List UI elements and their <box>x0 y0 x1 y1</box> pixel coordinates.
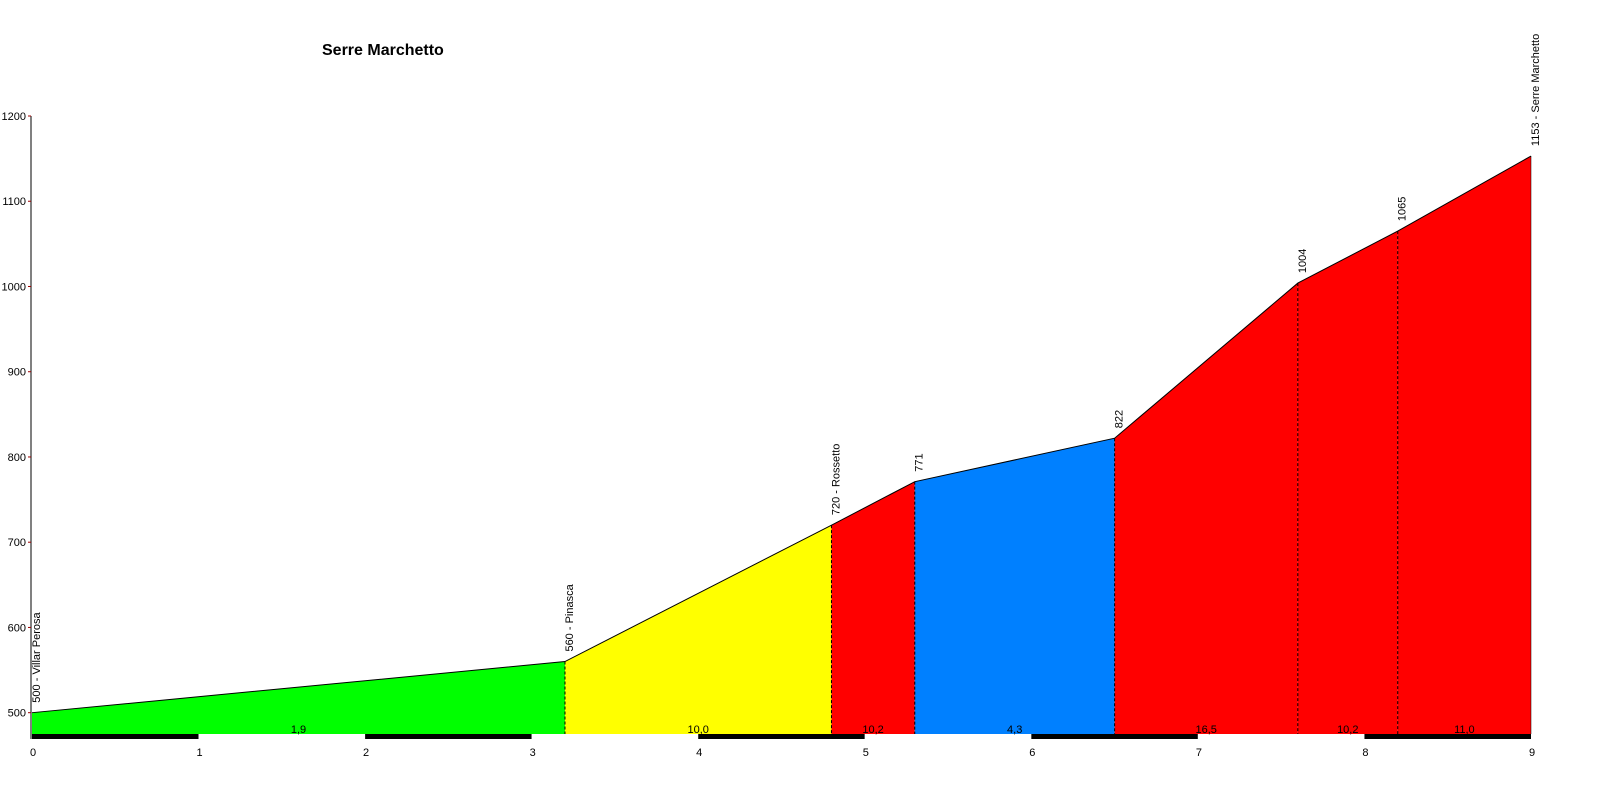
x-tick-label-4: 4 <box>696 747 702 759</box>
profile-segment-4 <box>914 438 1115 734</box>
point-label-1: 500 - Villar Perosa <box>31 612 43 703</box>
x-tick-label-8: 8 <box>1362 747 1368 759</box>
km-bar-segment-1 <box>198 734 366 739</box>
profile-line <box>31 155 1532 714</box>
km-bar-segment-0 <box>32 734 199 739</box>
x-tick-label-6: 6 <box>1029 747 1035 759</box>
gradient-labels: 1,9 10,0 10,2 4,3 16,5 10,2 11,0 <box>291 724 1475 736</box>
gradient-label-7: 11,0 <box>1454 724 1475 736</box>
point-label-8: 1153 - Serre Marchetto <box>1530 34 1542 146</box>
x-tick-label-9: 9 <box>1529 747 1535 759</box>
segment-dividers <box>564 231 1399 734</box>
x-tick-label-2: 2 <box>363 747 369 759</box>
x-tick-label-1: 1 <box>196 747 202 759</box>
km-bar-segment-8 <box>1364 734 1531 739</box>
y-tick-label-900: 900 <box>8 367 26 379</box>
y-tick-label-500: 500 <box>8 708 26 720</box>
point-label-3: 720 - Rossetto <box>830 444 842 516</box>
x-tick-label-5: 5 <box>863 747 869 759</box>
chart-title: Serre Marchetto <box>322 42 444 59</box>
gradient-label-4: 4,3 <box>1007 724 1022 736</box>
point-label-2: 560 - Pinasca <box>564 583 576 651</box>
km-scale-bar <box>32 734 1531 739</box>
km-bar-segment-6 <box>1031 734 1198 739</box>
x-tick-label-0: 0 <box>30 747 36 759</box>
point-label-4: 771 <box>914 453 926 471</box>
gradient-label-6: 10,2 <box>1337 724 1358 736</box>
y-tick-label-1100: 1100 <box>2 196 26 208</box>
profile-areas <box>31 155 1532 734</box>
y-tick-label-700: 700 <box>8 537 26 549</box>
gradient-label-3: 10,2 <box>862 724 883 736</box>
profile-segment-2 <box>564 525 832 734</box>
profile-segment-1 <box>32 661 565 734</box>
x-tick-label-3: 3 <box>530 747 536 759</box>
profile-segment-7 <box>1397 156 1531 734</box>
point-labels: 500 - Villar Perosa 560 - Pinasca 720 - Ro… <box>31 34 1542 703</box>
point-label-7: 1065 <box>1397 197 1409 221</box>
profile-segment-6 <box>1297 231 1398 734</box>
y-tick-label-600: 600 <box>8 622 26 634</box>
y-tick-label-800: 800 <box>8 452 26 464</box>
point-label-6: 1004 <box>1297 249 1309 273</box>
km-bar-segment-7 <box>1197 734 1365 739</box>
km-bar-segment-2 <box>365 734 532 739</box>
km-bar-segment-3 <box>531 734 699 739</box>
km-bar-segment-5 <box>864 734 1032 739</box>
profile-segment-3 <box>831 481 915 734</box>
y-axis: 500 600 700 800 900 1000 1100 1200 <box>2 111 32 739</box>
gradient-label-5: 16,5 <box>1196 724 1217 736</box>
y-tick-label-1200: 1200 <box>2 111 26 123</box>
x-axis: 0 1 2 3 4 5 6 7 8 9 <box>30 747 1535 759</box>
y-tick-label-1000: 1000 <box>2 281 26 293</box>
km-bar-segment-4 <box>698 734 865 739</box>
point-label-5: 822 <box>1114 410 1126 428</box>
gradient-label-1: 1,9 <box>291 724 306 736</box>
gradient-label-2: 10,0 <box>688 724 709 736</box>
x-tick-label-7: 7 <box>1196 747 1202 759</box>
profile-segment-5 <box>1114 283 1298 734</box>
